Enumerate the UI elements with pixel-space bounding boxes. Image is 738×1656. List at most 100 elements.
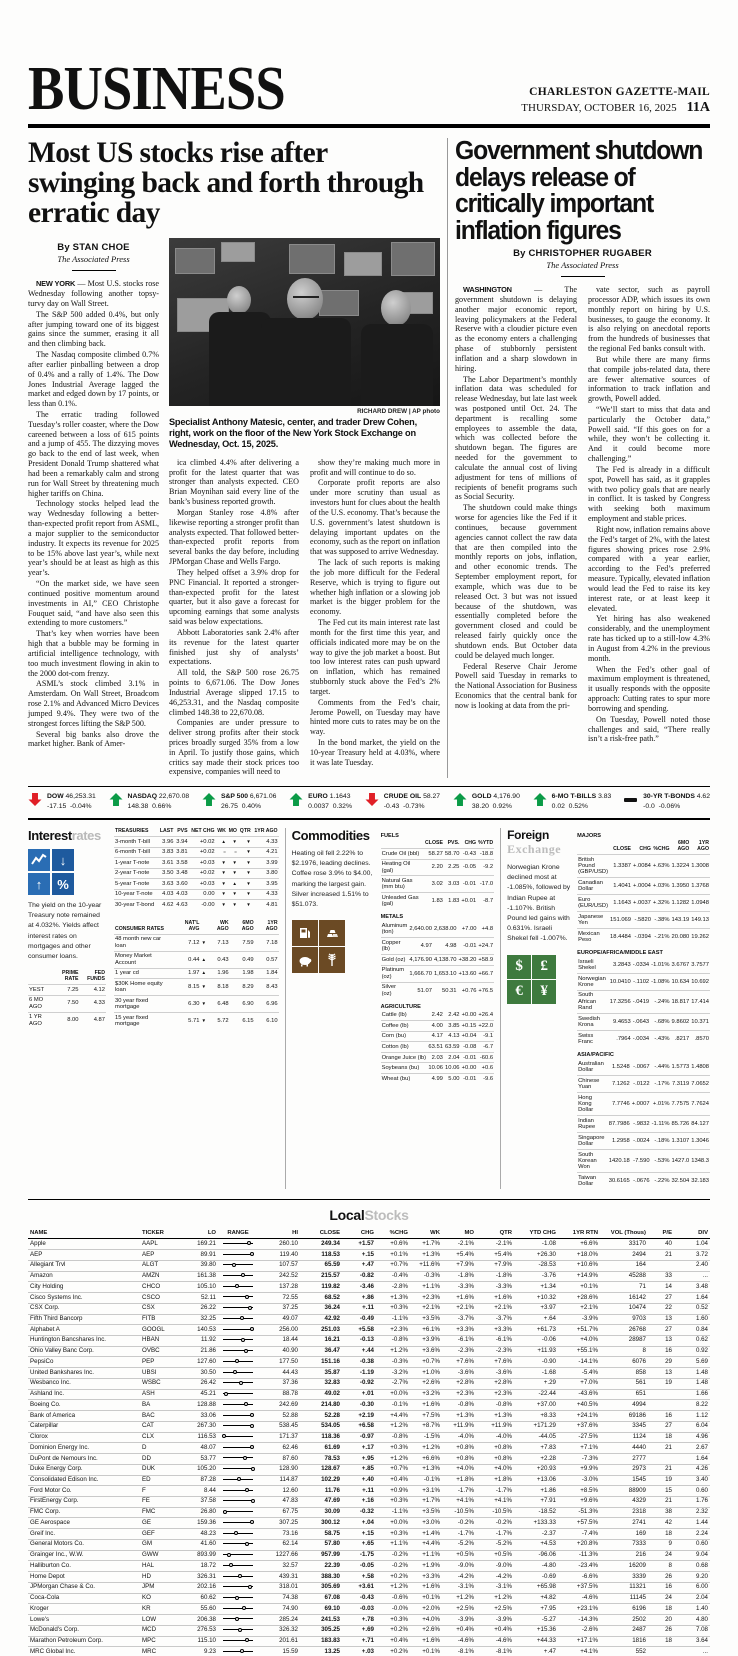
stock-cell: 42 [648, 1517, 674, 1530]
stock-cell: 61.69 [300, 1442, 342, 1455]
prime-fed: PRIME RATE FED FUNDS YEST 7.25 4.12 6 MO AGO 7… [28, 970, 106, 1029]
stock-cell: 2777 [600, 1453, 648, 1465]
stock-cell: CSCO [140, 1292, 178, 1304]
stock-cell: 4.26 [674, 1464, 710, 1476]
stock-cell: DUK [140, 1464, 178, 1476]
stock-cell: 71 [600, 1281, 648, 1294]
stock-cell: 9.23 [178, 1646, 218, 1656]
stocks-header: P/E [648, 1228, 674, 1240]
stock-cell: 107.57 [258, 1260, 300, 1272]
stock-cell [218, 1603, 258, 1616]
treasury-row: 6-month T-bill 3.83 3.81 +0.02 = = ▼ 4.21 [114, 846, 279, 858]
stock-row: General Motors Co. GM 41.60 62.14 57.80 +.65 +… [28, 1539, 710, 1551]
stock-cell: 62.14 [258, 1539, 300, 1551]
stock-cell: 10474 [600, 1303, 648, 1315]
stock-cell: Huntington Bancshares Inc. [28, 1335, 140, 1347]
range-indicator [223, 1552, 253, 1557]
stock-row: McDonald's Corp. MCD 276.53 326.32 305.25 +.6… [28, 1625, 710, 1637]
stock-cell: +1.57 [342, 1238, 376, 1251]
stock-cell: BA [140, 1399, 178, 1412]
stock-cell: 2318 [600, 1507, 648, 1519]
stock-cell: +7.9% [442, 1260, 476, 1272]
byline-block: By CHRISTOPHER RUGABER The Associated Pr… [455, 248, 710, 278]
stock-cell: -5.4% [558, 1367, 600, 1379]
treasuries-table: TREASURIES LAST PVS NET CHG WK MO QTR 1YR AGO 3-… [114, 828, 279, 910]
stock-cell: +0.2% [376, 1625, 410, 1637]
local-stocks-table: NAME TICKER LO RANGE HI CLOSE CHG %CHG WK MO QTR YT… [28, 1228, 710, 1656]
stock-cell: 242.69 [258, 1399, 300, 1412]
stock-cell: +.01 [342, 1389, 376, 1401]
market-quote: NASDAQ 22,670.08 148.38 0.66% [127, 793, 190, 811]
stock-cell: McDonald's Corp. [28, 1625, 140, 1637]
stock-cell: +0.2% [376, 1571, 410, 1583]
stock-cell: 214.80 [300, 1399, 342, 1412]
article-paragraph: WASHINGTON — The government shutdown is … [455, 285, 577, 373]
stocks-header: RANGE [218, 1228, 258, 1240]
stock-cell: Alphabet A [28, 1324, 140, 1336]
stock-cell: 22.39 [300, 1560, 342, 1573]
stock-cell: 561 [600, 1378, 648, 1390]
stock-cell: +0.1% [410, 1646, 442, 1656]
stock-cell: AAPL [140, 1238, 178, 1251]
stocks-header: HI [258, 1228, 300, 1240]
stock-cell: 60.62 [178, 1593, 218, 1605]
stock-cell [218, 1432, 258, 1444]
stock-cell: 37.25 [258, 1303, 300, 1315]
stock-cell: 65.59 [300, 1260, 342, 1272]
stock-cell: AEP [140, 1249, 178, 1261]
stock-cell: 39.80 [178, 1260, 218, 1272]
stock-cell: Consolidated Edison Inc. [28, 1475, 140, 1487]
commodity-row: Copper (lb) 4.97 4.98 -0.01 +24.7 [380, 937, 495, 955]
stock-cell: +11.9% [442, 1421, 476, 1433]
stock-cell: 27 [648, 1421, 674, 1433]
stock-cell: 1.64 [674, 1453, 710, 1465]
range-indicator [223, 1262, 253, 1267]
stock-cell: -1.5% [410, 1432, 442, 1444]
panel-rule [500, 828, 502, 1190]
stock-cell: 21 [648, 1496, 674, 1508]
stock-cell: +1.2% [476, 1593, 514, 1605]
stock-row: Bank of America BAC 33.06 52.88 52.28 +2.19 +4… [28, 1410, 710, 1422]
stock-cell: +2.5% [442, 1603, 476, 1616]
stock-cell: +1.7% [410, 1496, 442, 1508]
stock-cell: +55.1% [558, 1346, 600, 1358]
stock-cell: 388.30 [300, 1571, 342, 1583]
stock-cell: FMC [140, 1507, 178, 1519]
stock-row: GE Aerospace GE 159.36 307.25 300.12 +.04 +0.0… [28, 1517, 710, 1530]
stock-cell: +0.7% [410, 1356, 442, 1369]
stock-cell: 169.21 [178, 1238, 218, 1251]
stock-cell: -14.3% [558, 1614, 600, 1626]
stock-cell: +1.9% [410, 1560, 442, 1573]
article-paragraph: Companies are under pressure to deliver … [169, 718, 299, 777]
stock-cell [218, 1496, 258, 1508]
stock-cell [648, 1389, 674, 1401]
stock-cell: D [140, 1442, 178, 1455]
stock-cell: 26.80 [178, 1507, 218, 1519]
stock-cell: +1.4% [410, 1528, 442, 1540]
stock-cell: 19 [648, 1475, 674, 1487]
prime-fed-row: 6 MO AGO 7.50 4.33 [28, 994, 106, 1013]
stock-cell: 893.99 [178, 1550, 218, 1562]
stock-cell: 2973 [600, 1464, 648, 1476]
stock-row: Fifth Third Bancorp FITB 32.25 49.07 42.92 -0… [28, 1314, 710, 1326]
stock-cell: +37.00 [514, 1399, 558, 1412]
prime-fed-row: YEST 7.25 4.12 [28, 984, 106, 996]
stock-cell: +1.8% [476, 1475, 514, 1487]
stock-cell: 16 [648, 1410, 674, 1422]
stock-cell: 11.92 [178, 1335, 218, 1347]
stock-cell: CHCO [140, 1281, 178, 1294]
stock-cell: 128.90 [258, 1464, 300, 1476]
stock-cell: +4.4% [376, 1410, 410, 1422]
stock-cell: +2.5% [476, 1603, 514, 1616]
masthead-rule [28, 124, 710, 128]
stock-cell: Kroger [28, 1603, 140, 1616]
interest-rates-icon: ↓ ↑ % [28, 849, 106, 895]
stock-cell: +11.6% [410, 1260, 442, 1272]
stock-cell: UBSI [140, 1367, 178, 1379]
stock-cell: 6076 [600, 1356, 648, 1369]
stocks-header: WK [410, 1228, 442, 1240]
stock-cell: -0.97 [342, 1432, 376, 1444]
consumer-rate-row: 15 year fixed mortgage 5.71 ▼ 5.72 6.15 6.10 [114, 1012, 279, 1030]
article-paragraph: The Labor Department’s monthly inflation… [455, 374, 577, 502]
up-arrow-icon [202, 793, 216, 811]
